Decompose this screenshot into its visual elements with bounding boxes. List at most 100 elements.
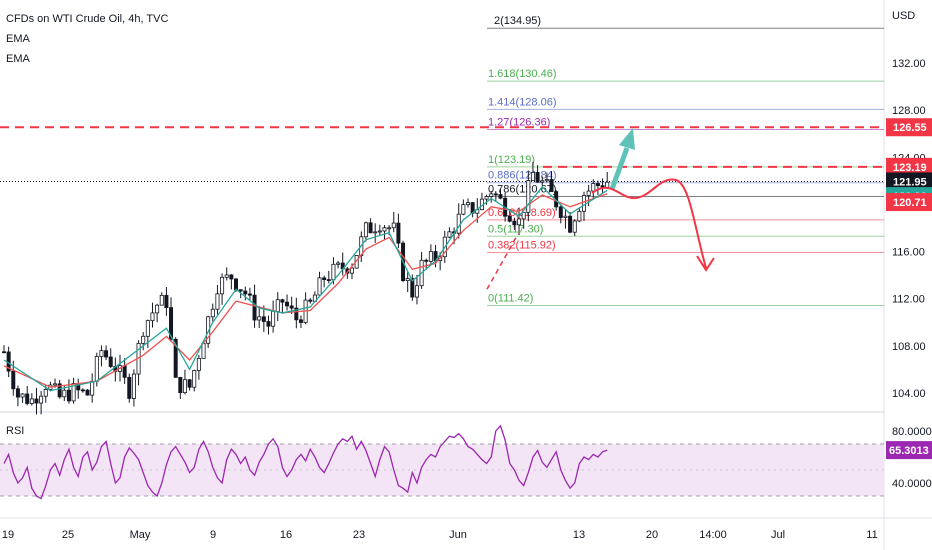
rsi-pane: RSI — [0, 424, 884, 500]
candle-body — [535, 172, 540, 183]
price-tick-label: 108.00 — [892, 341, 926, 353]
candle-body — [498, 194, 503, 199]
candle-body — [512, 220, 517, 226]
fib-level-label: 2(134.95) — [494, 15, 541, 27]
candle — [308, 298, 313, 304]
time-tick-label: 13 — [573, 529, 585, 541]
candle-body — [57, 383, 62, 398]
candle — [535, 165, 540, 183]
candle — [62, 386, 67, 401]
candle — [530, 161, 535, 181]
candle — [540, 176, 545, 186]
candle-body — [368, 222, 373, 234]
candle-body — [396, 222, 401, 244]
candle — [484, 194, 489, 205]
ema-indicator-1[interactable]: EMA — [6, 33, 30, 45]
candle — [131, 369, 136, 407]
candle-body — [11, 370, 16, 390]
candle — [141, 332, 146, 351]
time-tick-label: 11 — [866, 529, 877, 541]
rsi-tick-label: 40.0000 — [892, 478, 932, 490]
candle-body — [187, 379, 192, 388]
candle — [15, 385, 20, 407]
candle — [549, 171, 554, 192]
fib-level-label: 1(123.19) — [488, 154, 535, 166]
candle-body — [461, 204, 466, 215]
bullish-arrow-shaft — [609, 147, 630, 190]
rsi-value-tag: 65.3013 — [886, 441, 932, 460]
candle-body — [544, 179, 549, 182]
candle-body — [526, 180, 531, 213]
candle-body — [173, 338, 178, 378]
candle — [507, 208, 512, 223]
candle-body — [25, 393, 30, 404]
candle-body — [257, 316, 262, 321]
fib-level-label: 0(111.42) — [488, 293, 533, 305]
candle-body — [150, 312, 155, 322]
ema-lines — [3, 185, 608, 392]
candle — [373, 223, 378, 243]
fib-level-label: 0.786(120.67) — [488, 184, 557, 196]
price-tag-box — [886, 118, 932, 137]
candle-body — [220, 276, 225, 295]
candle — [182, 369, 187, 395]
candle-body — [261, 316, 266, 322]
ema-indicator-2[interactable]: EMA — [6, 53, 30, 65]
candle — [210, 303, 215, 322]
candle-body — [196, 358, 201, 371]
candle-body — [34, 398, 39, 404]
candle — [391, 211, 396, 233]
candle-body — [387, 227, 392, 230]
candle-body — [243, 290, 248, 295]
candle-body — [294, 307, 299, 321]
candle — [572, 219, 577, 237]
price-tag-label: 121.95 — [893, 176, 927, 188]
candle-body — [377, 230, 382, 233]
candle-body — [595, 183, 600, 187]
fib-level-label: 0.382(115.92) — [488, 240, 556, 252]
candle-body — [155, 304, 160, 314]
candle-body — [331, 263, 336, 281]
candle — [34, 387, 39, 415]
fib-level-label: 1.414(128.06) — [488, 96, 557, 108]
candle-body — [178, 376, 183, 394]
candle — [215, 284, 220, 315]
candle-body — [275, 299, 280, 312]
candle-body — [252, 294, 257, 321]
rsi-label: RSI — [6, 425, 24, 437]
candle-body — [247, 293, 252, 296]
candle — [414, 274, 419, 305]
candle-body — [456, 213, 461, 234]
candle — [447, 227, 452, 239]
candle-body — [521, 211, 526, 220]
candle — [220, 273, 225, 305]
candle-body — [141, 335, 146, 344]
bullish-arrow-head — [619, 128, 635, 150]
candle-body — [2, 351, 7, 354]
price-tick-label: 112.00 — [892, 294, 925, 306]
candle — [243, 286, 248, 301]
candle — [489, 191, 494, 203]
time-tick-label: Jul — [771, 529, 785, 541]
candle-body — [127, 376, 132, 399]
candle — [66, 379, 71, 404]
candle-body — [192, 370, 197, 388]
candle-body — [29, 398, 34, 404]
candle-body — [517, 218, 522, 226]
candle — [71, 377, 76, 404]
candle-body — [484, 196, 489, 200]
candle — [145, 319, 150, 348]
chart-title[interactable]: CFDs on WTI Crude Oil, 4h, TVC — [6, 13, 169, 25]
rsi-band — [0, 444, 884, 496]
candle-body — [326, 279, 331, 281]
rsi-value-label: 65.3013 — [889, 445, 929, 457]
candle-body — [507, 215, 512, 222]
price-tag: 121.95 — [886, 172, 932, 191]
candle — [326, 270, 331, 284]
candle — [405, 271, 410, 292]
candle — [266, 315, 271, 335]
candle-body — [271, 310, 276, 327]
drawings — [486, 128, 715, 290]
candle-body — [266, 321, 271, 327]
